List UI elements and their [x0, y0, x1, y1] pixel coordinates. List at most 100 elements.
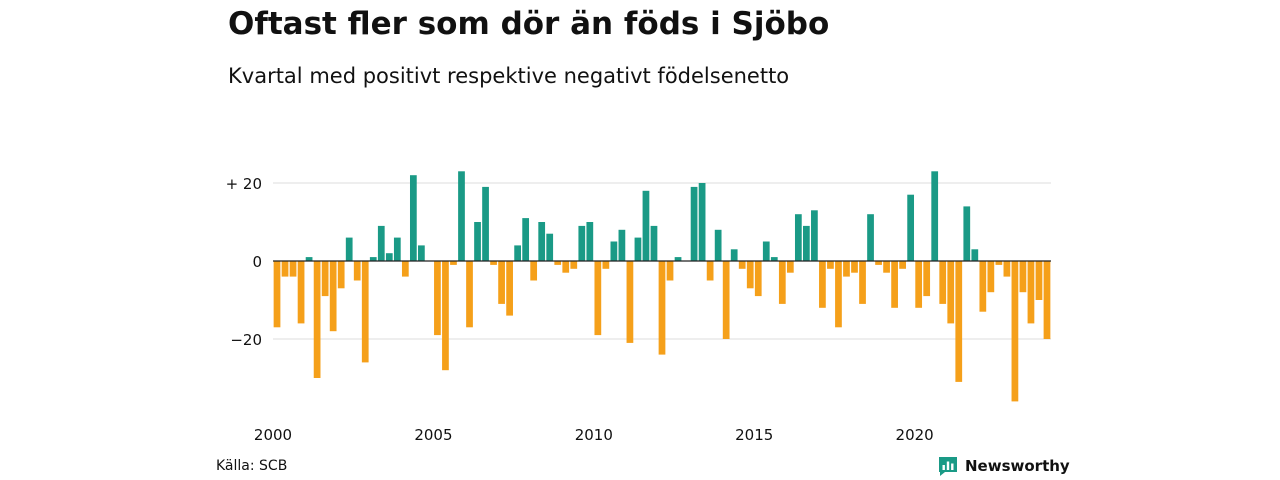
bar [995, 261, 1003, 265]
bar [594, 261, 602, 336]
y-tick-label: −20 [230, 331, 262, 349]
bar [329, 261, 337, 332]
bar [434, 261, 441, 336]
bar [899, 261, 906, 269]
bar [401, 261, 409, 277]
bar [313, 261, 321, 378]
bar [273, 261, 281, 328]
x-tick-label: 2010 [575, 426, 613, 444]
bar [690, 186, 698, 261]
bar [289, 261, 297, 277]
bar [385, 253, 393, 261]
bar [1011, 261, 1019, 402]
bar [1043, 261, 1051, 339]
bar [987, 261, 995, 293]
bar [851, 261, 858, 273]
bar [955, 261, 963, 382]
bar [642, 190, 650, 261]
bar [393, 237, 401, 261]
bar [658, 261, 666, 355]
bar [458, 171, 465, 261]
bar [819, 261, 826, 308]
bar [666, 261, 674, 281]
bar [738, 261, 746, 269]
bar [281, 261, 289, 277]
bar [971, 249, 979, 261]
bar [1035, 261, 1043, 300]
bar [321, 261, 329, 297]
y-axis-labels: + 20 0 −20 [226, 175, 262, 349]
bar [546, 233, 554, 261]
bar [514, 245, 521, 261]
bar [586, 222, 594, 261]
y-tick-label: 0 [252, 253, 262, 271]
bar [875, 261, 882, 265]
bar [650, 225, 658, 261]
bar [811, 210, 818, 261]
bar [498, 261, 505, 304]
bar [482, 186, 489, 261]
bar [722, 261, 730, 339]
bar [377, 225, 385, 261]
bar [530, 261, 538, 281]
bar [915, 261, 923, 308]
bar [538, 222, 546, 261]
bar [570, 261, 578, 269]
chart-subtitle: Kvartal med positivt respektive negativt… [228, 64, 790, 88]
bar [361, 261, 369, 363]
bar [803, 225, 810, 261]
bar [674, 257, 682, 261]
newsworthy-logo-icon [939, 457, 957, 476]
x-tick-label: 2015 [735, 426, 773, 444]
source-label: Källa: SCB [216, 458, 288, 474]
bar [883, 261, 890, 273]
bar [706, 261, 714, 281]
brand: Newsworthy [937, 455, 1070, 477]
bar [778, 261, 786, 304]
bar [754, 261, 762, 297]
bar [746, 261, 754, 289]
bar [562, 261, 570, 273]
bar [770, 257, 778, 261]
bar [554, 261, 562, 265]
bar [714, 229, 722, 261]
bar [418, 245, 425, 261]
bar [369, 257, 377, 261]
bar [450, 261, 457, 265]
bars [273, 171, 1051, 402]
bar [297, 261, 305, 324]
bar [345, 237, 353, 261]
x-tick-label: 2020 [896, 426, 934, 444]
bar [506, 261, 513, 316]
bar [939, 261, 947, 304]
x-tick-label: 2005 [414, 426, 452, 444]
x-axis-labels: 2000 2005 2010 2015 2020 [254, 426, 934, 444]
bar [1003, 261, 1011, 277]
bar [698, 183, 706, 261]
bar [843, 261, 850, 277]
bar [891, 261, 898, 308]
bar [931, 171, 939, 261]
brand-name: Newsworthy [965, 457, 1070, 475]
bar [353, 261, 361, 281]
bar [305, 257, 313, 261]
bar [578, 225, 586, 261]
chart-title: Oftast fler som dör än föds i Sjöbo [228, 6, 830, 42]
bar [618, 229, 626, 261]
bar [794, 214, 802, 261]
bar [827, 261, 834, 269]
bar [490, 261, 497, 265]
bar [923, 261, 931, 297]
bar [907, 194, 915, 261]
bar [786, 261, 794, 273]
bar [442, 261, 449, 371]
bar [466, 261, 473, 328]
bar [1027, 261, 1035, 324]
bar [947, 261, 955, 324]
bar [634, 237, 642, 261]
bar [610, 241, 618, 261]
bar [730, 249, 738, 261]
bar [867, 214, 874, 261]
bar [474, 222, 481, 261]
